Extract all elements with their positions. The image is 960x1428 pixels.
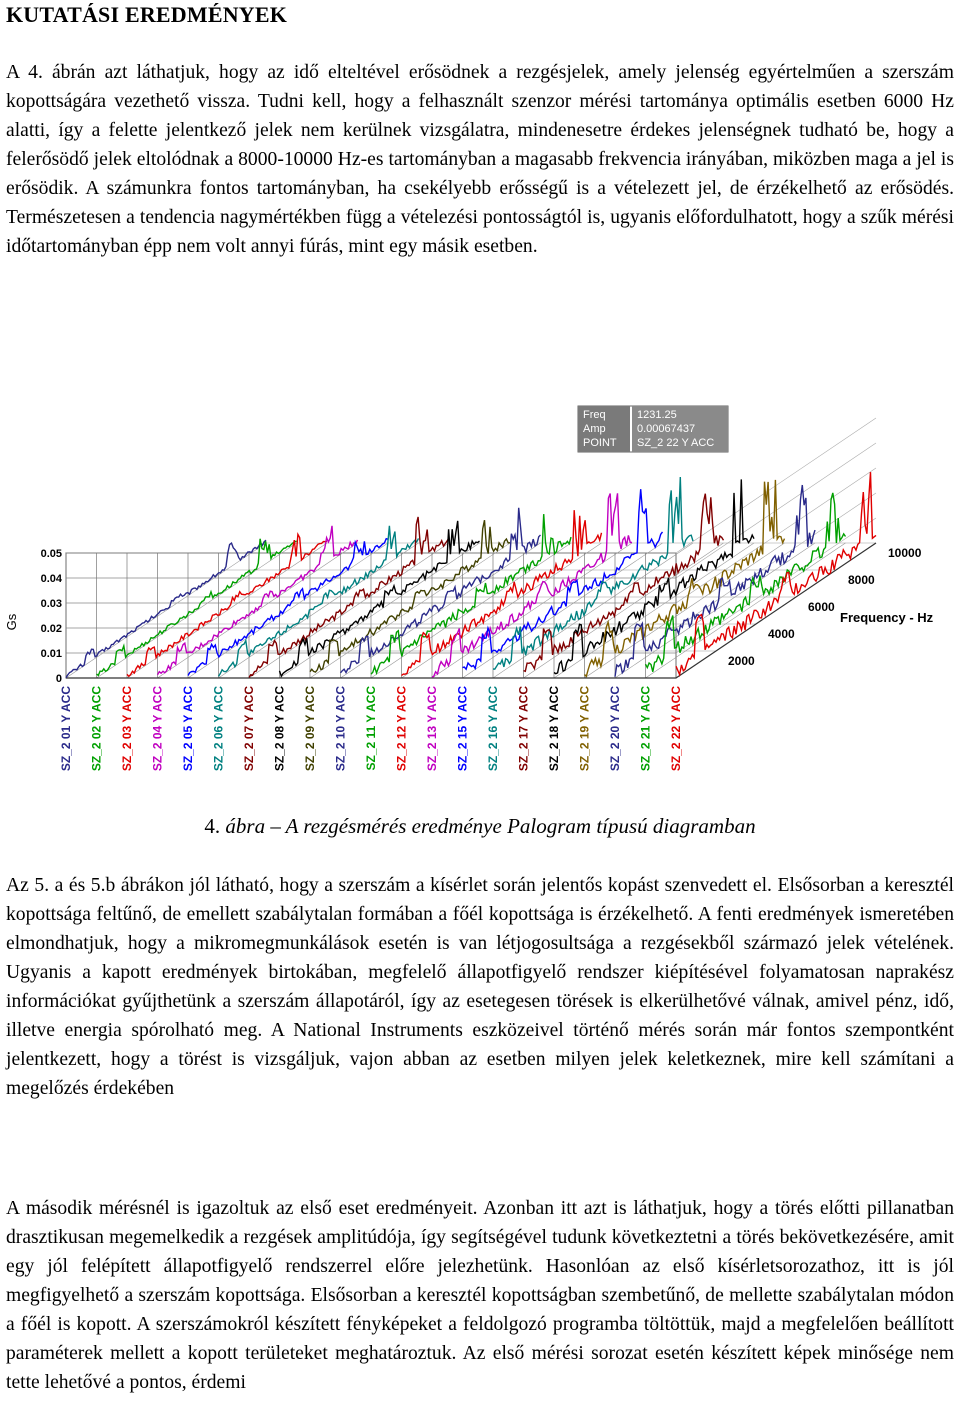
- series-label: SZ_2 15 Y ACC: [456, 686, 470, 771]
- series-label: SZ_2 19 Y ACC: [578, 686, 592, 771]
- series-line: [339, 507, 541, 674]
- series-line: [614, 484, 816, 677]
- series-baseline: [218, 542, 419, 679]
- series-line: [309, 520, 511, 673]
- series-baseline: [187, 542, 389, 679]
- series-baseline: [309, 542, 511, 679]
- series-baseline: [645, 542, 846, 679]
- series-baseline: [65, 542, 267, 679]
- palogram-figure: 0.05 0.04 0.03 0.02 0.01 0 Gs 2000 4000 6000 8000 1…: [0, 400, 960, 790]
- series-label: SZ_2 21 Y ACC: [639, 686, 653, 771]
- series-label: SZ_2 11 Y ACC: [364, 686, 378, 771]
- series-label: SZ_2 01 Y ACC: [59, 686, 73, 771]
- y-tick-label: 0.02: [41, 623, 62, 635]
- y-tick-label: 0.04: [41, 573, 63, 585]
- series-label: SZ_2 16 Y ACC: [486, 686, 500, 771]
- grid-line-depth: [675, 467, 877, 604]
- series-line: [278, 520, 480, 678]
- y-axis-label: Gs: [4, 613, 19, 630]
- freq-tick-label: 2000: [728, 654, 755, 668]
- x-axis-label: Frequency - Hz: [840, 610, 934, 625]
- series-line: [583, 479, 786, 678]
- figure-caption: 4. ábra – A rezgésmérés eredménye Palogr…: [0, 814, 960, 839]
- freq-tick-label: 6000: [808, 600, 835, 614]
- info-box-label: POINT: [583, 437, 617, 449]
- caption-number: 4.: [204, 814, 221, 838]
- y-tick-label: 0.03: [41, 598, 62, 610]
- axis-frame: [66, 542, 877, 679]
- series-label: SZ_2 03 Y ACC: [120, 686, 134, 771]
- series-line: [248, 516, 450, 678]
- series-line: [96, 538, 297, 677]
- series-baseline: [96, 542, 297, 679]
- info-box-label: Amp: [583, 423, 606, 435]
- series-label: SZ_2 20 Y ACC: [608, 686, 622, 771]
- series-label: SZ_2 10 Y ACC: [334, 686, 348, 771]
- series-line: [492, 476, 694, 670]
- series-line: [462, 489, 664, 671]
- series-label: SZ_2 09 Y ACC: [303, 686, 317, 771]
- series-line: [187, 537, 389, 676]
- y-tick-label: 0: [56, 673, 62, 685]
- paragraph-3: A második mérésnél is igazoltuk az első …: [6, 1198, 954, 1393]
- series-line: [553, 479, 755, 675]
- series-label: SZ_2 04 Y ACC: [151, 686, 165, 771]
- series-label: SZ_2 08 Y ACC: [273, 686, 287, 771]
- section-heading: KUTATÁSI EREDMÉNYEK: [6, 2, 288, 27]
- info-box-value-bg: [632, 406, 728, 452]
- series-label: SZ_2 05 Y ACC: [181, 686, 195, 771]
- y-tick-label: 0.01: [41, 648, 62, 660]
- paragraph-2: Az 5. a és 5.b ábrákon jól látható, hogy…: [6, 875, 954, 1099]
- info-box-label: Freq: [583, 409, 606, 421]
- grid-line-depth: [675, 517, 877, 654]
- series-baseline: [523, 542, 724, 679]
- series-line: [523, 493, 725, 673]
- freq-tick-label: 8000: [848, 573, 875, 587]
- series-baseline: [279, 542, 480, 679]
- series-label: SZ_2 02 Y ACC: [90, 686, 104, 771]
- info-box-value: 1231.25: [637, 409, 677, 421]
- series-line: [401, 510, 603, 677]
- series-baseline: [401, 542, 602, 679]
- series-label: SZ_2 06 Y ACC: [212, 686, 226, 771]
- series-line: [126, 532, 328, 678]
- series-baseline: [492, 542, 694, 679]
- series-baseline: [340, 542, 541, 679]
- series-baseline: [370, 542, 572, 679]
- series-baseline: [248, 542, 450, 679]
- series-line: [65, 539, 267, 679]
- series-label: SZ_2 17 Y ACC: [517, 686, 531, 771]
- series-label: SZ_2 18 Y ACC: [547, 686, 561, 771]
- info-box-label-bg: [578, 406, 630, 452]
- series-label: SZ_2 13 Y ACC: [425, 686, 439, 771]
- series-line: [370, 514, 572, 676]
- series-line: [431, 493, 633, 678]
- series-baseline: [462, 542, 663, 679]
- info-box-value: 0.00067437: [637, 423, 695, 435]
- paragraph-1: A 4. ábrán azt láthatjuk, hogy az idő el…: [6, 62, 954, 257]
- freq-tick-label: 4000: [768, 627, 795, 641]
- caption-text: ábra – A rezgésmérés eredménye Palogram …: [225, 814, 756, 838]
- series-label: SZ_2 12 Y ACC: [395, 686, 409, 771]
- y-tick-label: 0.05: [41, 548, 62, 560]
- series-label: SZ_2 07 Y ACC: [242, 686, 256, 771]
- series-baseline: [584, 542, 785, 679]
- series-line: [156, 525, 359, 676]
- series-baseline: [431, 542, 633, 679]
- freq-tick-label: 10000: [888, 546, 922, 560]
- series-label: SZ_2 22 Y ACC: [669, 686, 683, 771]
- palogram-chart: 0.05 0.04 0.03 0.02 0.01 0 Gs 2000 4000 6000 8000 1…: [4, 405, 934, 771]
- series-line: [675, 472, 877, 677]
- series-line: [217, 525, 420, 677]
- series-baseline: [553, 542, 755, 679]
- info-box-value: SZ_2 22 Y ACC: [637, 437, 714, 449]
- series-line: [644, 492, 847, 672]
